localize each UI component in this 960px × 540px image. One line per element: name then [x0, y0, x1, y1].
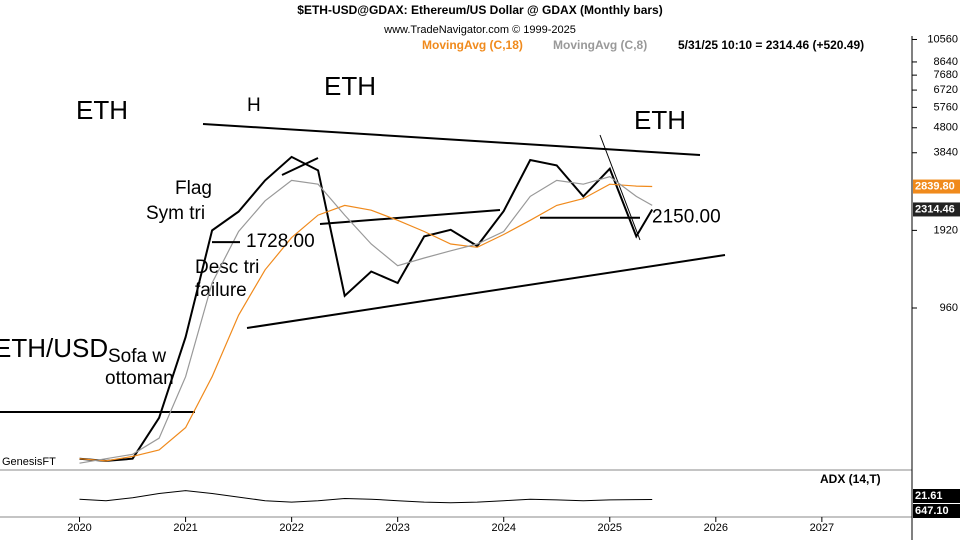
status: 5/31/25 10:10 = 2314.46 (+520.49)	[678, 38, 864, 52]
trendline	[202, 123, 701, 156]
legend-entry: MovingAvg (C,8)	[553, 38, 647, 52]
annotation: Sofa w	[108, 346, 166, 367]
annotation: ETH/USD	[0, 333, 108, 363]
annotation: GenesisFT	[2, 456, 56, 468]
x-tick-label: 2020	[67, 522, 91, 534]
annotation: Desc tri	[195, 257, 259, 278]
annotation: failure	[195, 280, 247, 301]
annotation: ottoman	[105, 368, 174, 389]
series-line	[79, 155, 654, 462]
annotation: Sym tri	[146, 203, 205, 224]
y-tick-label: 10560	[927, 33, 958, 45]
x-tick-label: 2026	[704, 522, 728, 534]
chart-title: $ETH-USD@GDAX: Ethereum/US Dollar @ GDAX…	[297, 3, 662, 17]
x-tick-label: 2021	[173, 522, 197, 534]
annotation: Flag	[175, 178, 212, 199]
x-tick-label: 2022	[279, 522, 303, 534]
level-label: 1728.00	[246, 231, 315, 252]
legend-entry: MovingAvg (C,18)	[422, 38, 523, 52]
series-line	[79, 183, 653, 462]
trendline	[599, 134, 641, 241]
y-tick-label: 3840	[934, 147, 958, 159]
annotation: ETH	[324, 71, 376, 101]
y-tick-label: 5760	[934, 101, 958, 113]
y-tick-label: 960	[940, 302, 958, 314]
y-tick-label: 4800	[934, 122, 958, 134]
series-line	[79, 176, 653, 464]
chart-subtitle: www.TradeNavigator.com © 1999-2025	[383, 24, 576, 36]
level-label: 2150.00	[652, 207, 721, 228]
y-tick-label: 8640	[934, 56, 958, 68]
annotation: H	[247, 95, 261, 116]
readout-box	[913, 504, 960, 518]
x-tick-label: 2027	[810, 522, 834, 534]
readout: 21.61	[915, 490, 943, 502]
y-tick-label: 1920	[934, 224, 958, 236]
x-tick-label: 2024	[491, 522, 515, 534]
readout: 647.10	[915, 505, 949, 517]
trendline	[281, 157, 319, 176]
y-tick-label: 7680	[934, 69, 958, 81]
x-tick-label: 2025	[598, 522, 622, 534]
annotation: ETH	[76, 95, 128, 125]
x-tick-label: 2023	[385, 522, 409, 534]
readout-box	[913, 489, 960, 503]
adx-line	[79, 490, 653, 504]
price-marker	[913, 202, 960, 217]
price-marker	[913, 179, 960, 194]
annotation: ETH	[634, 105, 686, 135]
trendline	[246, 254, 726, 329]
adx-label: ADX (14,T)	[820, 472, 881, 486]
price-marker-label: 2314.46	[915, 203, 955, 215]
y-tick-label: 6720	[934, 84, 958, 96]
price-marker-label: 2839.80	[915, 180, 955, 192]
